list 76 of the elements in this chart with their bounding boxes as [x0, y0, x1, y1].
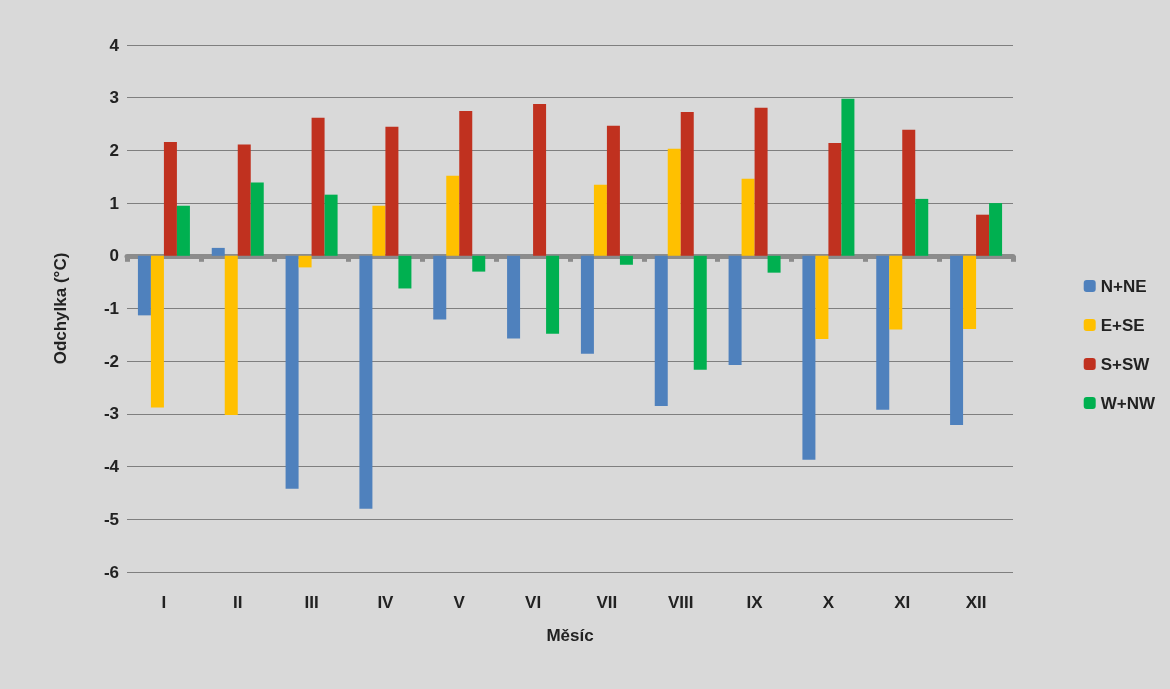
bar: [385, 126, 399, 256]
bar: [728, 255, 742, 365]
y-tick-label: -2: [103, 351, 119, 371]
bar: [754, 107, 768, 256]
bar: [654, 255, 668, 406]
bar: [372, 205, 386, 256]
bar: [876, 255, 890, 410]
bar: [176, 205, 190, 256]
bar: [950, 255, 964, 425]
bar: [902, 129, 916, 256]
y-tick-label: 0: [109, 246, 119, 266]
bar: [459, 110, 473, 256]
x-tick-label: V: [453, 593, 466, 612]
x-tick-label: I: [161, 593, 167, 612]
x-tick-label: III: [304, 593, 319, 612]
bar: [285, 255, 299, 489]
y-tick-label: 1: [109, 193, 119, 213]
bar: [533, 104, 547, 256]
bar: [446, 175, 460, 256]
x-tick-label: VII: [596, 593, 618, 612]
x-tick-label: VI: [525, 593, 542, 612]
x-tick-label: IV: [377, 593, 395, 612]
bar: [889, 255, 903, 330]
bar: [680, 111, 694, 256]
bar: [667, 148, 681, 256]
bar: [237, 144, 251, 256]
bar: [224, 255, 238, 415]
bar: [915, 198, 929, 256]
x-tick-label: II: [233, 593, 243, 612]
x-tick-label: X: [822, 593, 835, 612]
bar: [472, 255, 486, 272]
bar: [815, 255, 829, 340]
bar: [741, 178, 755, 256]
bar: [828, 143, 842, 256]
bar: [250, 182, 264, 256]
y-tick-label: -5: [103, 509, 119, 529]
bar: [507, 255, 521, 339]
bar: [359, 255, 373, 509]
bar: [311, 117, 325, 256]
bar: [324, 194, 338, 256]
x-tick-label: IX: [746, 593, 764, 612]
bar: [619, 255, 633, 265]
bar: [593, 184, 607, 256]
y-tick-label: -6: [103, 562, 119, 582]
bar: [802, 255, 816, 460]
y-tick-label: -4: [103, 457, 120, 477]
bar: [580, 255, 594, 354]
legend-label: W+NW: [1100, 393, 1156, 413]
y-axis-title: Odchylka (°C): [51, 252, 70, 365]
bar: [606, 125, 620, 256]
x-axis-title: Měsíc: [546, 626, 594, 645]
bar: [841, 98, 855, 256]
y-tick-label: 3: [109, 88, 119, 108]
bar: [546, 255, 560, 334]
x-tick-label: XI: [894, 593, 911, 612]
legend-label: S+SW: [1100, 354, 1151, 374]
y-tick-label: 4: [109, 35, 120, 55]
legend-label: E+SE: [1100, 315, 1145, 335]
y-tick-label: 2: [109, 140, 119, 160]
bar: [433, 255, 447, 320]
bar: [398, 255, 412, 289]
bar: [150, 255, 164, 408]
bar: [298, 255, 312, 268]
bar: [163, 141, 177, 256]
y-tick-label: -3: [103, 404, 119, 424]
y-tick-label: -1: [103, 299, 119, 318]
x-tick-label: VIII: [667, 593, 694, 612]
bar: [137, 255, 151, 316]
x-tick-label: XII: [965, 593, 987, 612]
bar: [693, 255, 707, 370]
bar: [963, 255, 977, 330]
legend-label: N+NE: [1100, 276, 1147, 296]
bar: [767, 255, 781, 273]
bar: [211, 247, 225, 256]
bar: [989, 203, 1003, 256]
bar: [976, 214, 990, 256]
